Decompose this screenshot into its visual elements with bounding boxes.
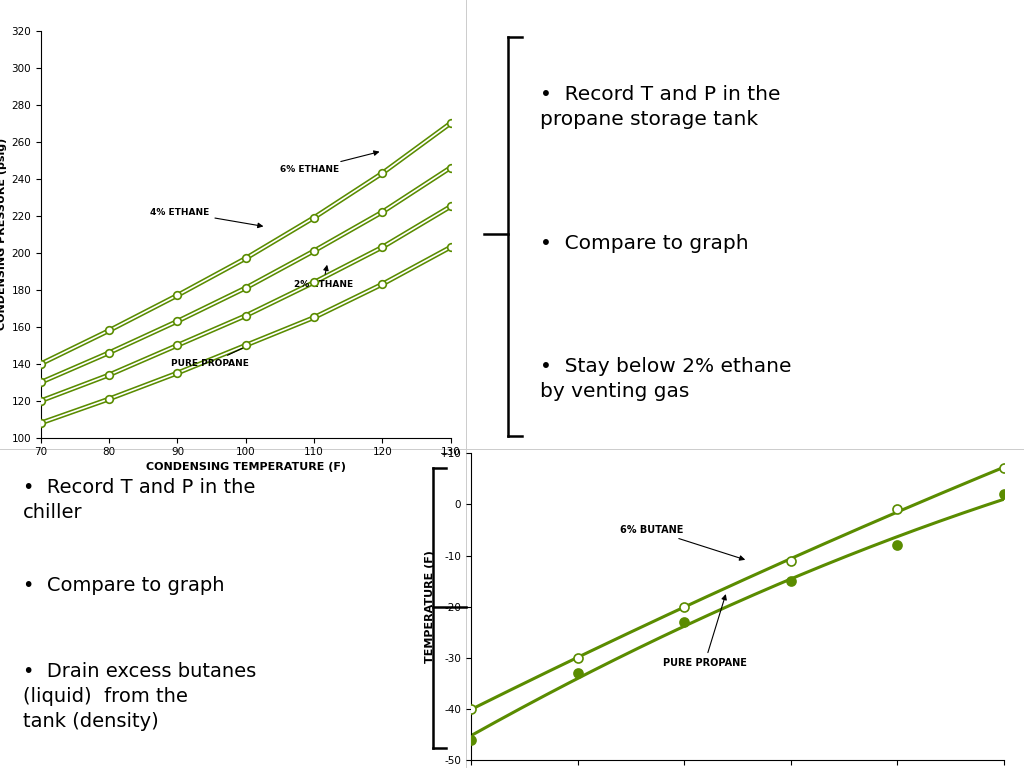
- Text: PURE PROPANE: PURE PROPANE: [171, 345, 249, 368]
- Text: 6% BUTANE: 6% BUTANE: [621, 525, 744, 560]
- Y-axis label: CONDENSING PRESSURE (psig): CONDENSING PRESSURE (psig): [0, 138, 7, 330]
- X-axis label: CONDENSING TEMPERATURE (F): CONDENSING TEMPERATURE (F): [145, 462, 346, 472]
- Text: •  Record T and P in the
propane storage tank: • Record T and P in the propane storage …: [541, 85, 780, 129]
- Text: •  Compare to graph: • Compare to graph: [541, 234, 749, 253]
- Y-axis label: TEMPERATURE (F): TEMPERATURE (F): [425, 551, 435, 663]
- Text: •  Drain excess butanes
(liquid)  from the
tank (density): • Drain excess butanes (liquid) from the…: [23, 662, 256, 731]
- Text: •  Stay below 2% ethane
by venting gas: • Stay below 2% ethane by venting gas: [541, 357, 792, 401]
- Text: •  Compare to graph: • Compare to graph: [23, 576, 224, 595]
- Text: 6% ETHANE: 6% ETHANE: [280, 151, 379, 174]
- Text: 2% ETHANE: 2% ETHANE: [294, 266, 352, 289]
- Text: •  Record T and P in the
chiller: • Record T and P in the chiller: [23, 478, 255, 521]
- Text: 4% ETHANE: 4% ETHANE: [151, 207, 262, 227]
- Text: PURE PROPANE: PURE PROPANE: [663, 595, 746, 668]
